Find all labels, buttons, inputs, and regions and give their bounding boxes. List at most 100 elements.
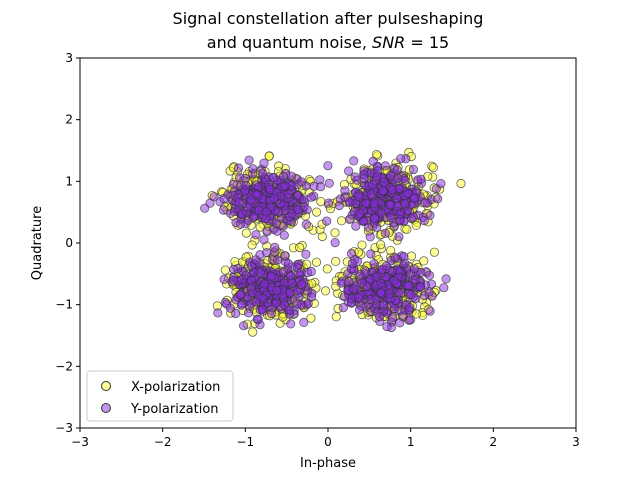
- y-polarization-point: [299, 317, 309, 327]
- y-polarization-point: [420, 198, 430, 208]
- y-polarization-point: [209, 192, 219, 202]
- x-polarization-point: [248, 327, 258, 337]
- y-polarization-point: [374, 311, 385, 322]
- y-polarization-point: [257, 304, 268, 314]
- y-polarization-point: [265, 185, 275, 195]
- y-polarization-point: [229, 264, 239, 274]
- legend-marker-x-polarization: [101, 381, 111, 391]
- y-polarization-point: [369, 259, 379, 269]
- x-tick-label: −3: [71, 435, 89, 449]
- y-polarization-point: [279, 267, 289, 277]
- legend-label-x-polarization: X-polarization: [131, 380, 220, 395]
- x-polarization-point: [322, 264, 332, 274]
- y-polarization-point: [251, 297, 261, 307]
- x-polarization-point: [294, 242, 305, 253]
- x-tick-label: 3: [572, 435, 580, 449]
- y-polarization-point: [262, 248, 272, 258]
- x-polarization-point: [375, 240, 386, 250]
- y-polarization-point: [353, 292, 363, 303]
- y-polarization-point: [235, 290, 245, 300]
- y-polarization-point: [279, 230, 289, 240]
- y-polarization-point: [347, 258, 357, 269]
- y-polarization-point: [252, 190, 262, 200]
- y-polarization-point: [301, 249, 311, 259]
- y-polarization-point: [252, 314, 262, 324]
- y-polarization-point: [287, 278, 297, 288]
- x-polarization-point: [247, 240, 257, 250]
- y-polarization-point: [348, 284, 358, 294]
- y-polarization-point: [344, 276, 354, 286]
- y-polarization-point: [344, 197, 354, 207]
- y-polarization-point: [315, 182, 326, 192]
- y-polarization-point: [239, 321, 249, 331]
- y-polarization-point: [425, 306, 435, 316]
- y-polarization-point: [323, 161, 333, 171]
- x-polarization-point: [456, 178, 466, 189]
- y-polarization-point: [244, 155, 254, 165]
- y-polarization-point: [403, 188, 413, 199]
- y-polarization-point: [279, 300, 289, 310]
- y-polarization-point: [373, 166, 383, 176]
- y-polarization-point: [379, 177, 389, 187]
- y-polarization-point: [229, 275, 239, 285]
- y-polarization-point: [248, 164, 258, 174]
- y-polarization-point: [436, 179, 446, 189]
- y-polarization-point: [301, 219, 311, 229]
- y-polarization-point: [222, 299, 232, 309]
- y-polarization-point: [387, 266, 397, 277]
- y-polarization-point: [279, 251, 290, 261]
- x-tick-label: 0: [324, 435, 332, 449]
- legend-box: [86, 370, 234, 422]
- y-tick-label: −2: [55, 359, 73, 373]
- y-tick-label: 2: [65, 113, 73, 127]
- y-polarization-point: [261, 207, 272, 217]
- y-polarization-point: [259, 158, 269, 168]
- x-polarization-point: [264, 151, 274, 161]
- y-polarization-point: [306, 192, 316, 202]
- y-polarization-point: [254, 205, 264, 216]
- y-polarization-point: [213, 308, 223, 318]
- y-polarization-point: [280, 181, 290, 191]
- y-polarization-point: [408, 164, 419, 175]
- y-polarization-point: [410, 274, 420, 285]
- chart-title-line1: Signal constellation after pulseshaping: [173, 9, 484, 28]
- y-polarization-point: [259, 235, 269, 245]
- y-polarization-point: [346, 248, 357, 259]
- y-polarization-point: [361, 198, 371, 208]
- x-polarization-point: [428, 163, 438, 173]
- y-polarization-point: [400, 258, 410, 268]
- y-polarization-point: [389, 303, 400, 314]
- x-tick-label: 1: [407, 435, 415, 449]
- y-polarization-point: [394, 232, 404, 242]
- y-polarization-point: [416, 174, 426, 184]
- y-polarization-point: [376, 287, 386, 297]
- y-axis-label: Quadrature: [30, 206, 45, 280]
- x-polarization-point: [419, 256, 429, 266]
- y-polarization-point: [236, 219, 246, 229]
- y-polarization-point: [246, 282, 257, 292]
- y-polarization-point: [293, 205, 303, 215]
- y-tick-label: 1: [65, 174, 73, 188]
- y-polarization-point: [419, 216, 429, 226]
- x-polarization-point: [429, 247, 439, 257]
- x-axis-label: In-phase: [300, 456, 356, 471]
- x-polarization-point: [220, 265, 230, 275]
- y-polarization-point: [271, 285, 282, 295]
- y-polarization-point: [260, 279, 270, 289]
- y-tick-label: −1: [55, 298, 73, 312]
- y-polarization-point: [335, 194, 345, 204]
- y-polarization-point: [357, 278, 367, 288]
- y-polarization-point: [415, 282, 425, 292]
- y-polarization-point: [298, 195, 309, 205]
- y-polarization-point: [406, 290, 416, 300]
- y-polarization-point: [306, 266, 316, 277]
- y-polarization-point: [433, 194, 443, 204]
- y-polarization-point: [377, 264, 387, 274]
- y-polarization-point: [322, 216, 332, 226]
- y-polarization-point: [424, 287, 434, 297]
- y-polarization-point: [296, 280, 306, 290]
- x-polarization-point: [320, 286, 331, 296]
- y-polarization-point: [296, 177, 306, 187]
- y-polarization-point: [409, 264, 419, 274]
- y-polarization-point: [286, 171, 296, 181]
